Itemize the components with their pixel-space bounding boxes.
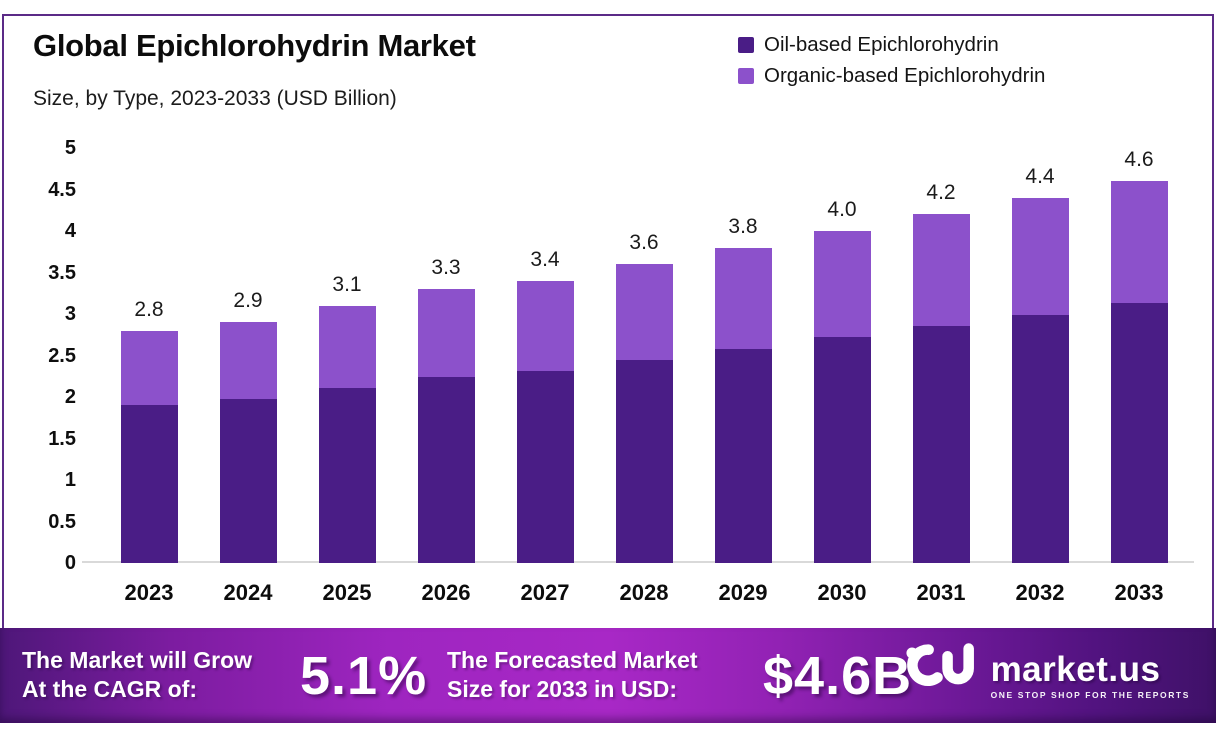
bar-segment-oil-based <box>615 360 673 563</box>
x-axis-tick-label: 2031 <box>916 580 966 605</box>
bar-segment-organic-based <box>219 322 277 399</box>
bar-2024 <box>219 322 277 563</box>
x-axis-tick-label: 2026 <box>421 580 471 605</box>
bar-total-label: 3.1 <box>332 273 362 296</box>
legend-item-oil-based: Oil-based Epichlorohydrin <box>738 33 1045 57</box>
bar-segment-oil-based <box>813 337 871 563</box>
y-axis-tick-label: 3.5 <box>48 261 76 284</box>
bottom-banner: The Market will Grow At the CAGR of: 5.1… <box>0 628 1216 723</box>
bar-2026 <box>417 289 475 563</box>
marketus-logo: market.us ONE STOP SHOP FOR THE REPORTS <box>905 628 1190 723</box>
bar-segment-oil-based <box>912 326 970 563</box>
bar-2029 <box>714 248 772 563</box>
bar-2031 <box>912 214 970 563</box>
bar-segment-organic-based <box>120 331 178 405</box>
bar-2032 <box>1011 198 1069 563</box>
bar-2027 <box>516 281 574 563</box>
y-axis-tick-label: 1 <box>64 469 76 491</box>
x-axis-tick-label: 2027 <box>520 580 570 605</box>
legend-swatch-icon <box>738 68 754 84</box>
x-axis-tick-label: 2030 <box>817 580 867 605</box>
legend: Oil-based Epichlorohydrin Organic-based E… <box>738 33 1045 88</box>
marketus-logo-texts: market.us ONE STOP SHOP FOR THE REPORTS <box>990 649 1190 700</box>
cagr-value: 5.1% <box>300 645 428 706</box>
y-axis-tick-label: 1.5 <box>48 427 76 450</box>
bar-segment-organic-based <box>318 306 376 388</box>
bar-segment-oil-based <box>714 349 772 563</box>
x-axis-tick-label: 2033 <box>1114 580 1164 605</box>
bar-2025 <box>318 306 376 563</box>
y-axis-tick-label: 2 <box>64 386 76 408</box>
y-axis-tick-label: 4.5 <box>48 178 76 201</box>
forecast-label-line2: Size for 2033 in USD: <box>447 676 678 702</box>
bar-segment-organic-based <box>912 214 970 326</box>
y-axis-tick-label: 0.5 <box>48 510 76 533</box>
chart-title: Global Epichlorohydrin Market <box>33 28 476 63</box>
bar-total-label: 3.3 <box>431 256 461 279</box>
bar-segment-oil-based <box>219 399 277 563</box>
bar-segment-oil-based <box>120 405 178 563</box>
bar-segment-organic-based <box>1110 181 1168 303</box>
cagr-label-line2: At the CAGR of: <box>22 676 198 702</box>
bar-total-label: 4.6 <box>1124 148 1154 171</box>
bar-segment-organic-based <box>516 281 574 371</box>
bar-total-label: 4.0 <box>827 198 857 221</box>
bar-segment-organic-based <box>615 264 673 360</box>
bar-total-label: 4.2 <box>926 181 956 204</box>
bar-segment-organic-based <box>1011 198 1069 315</box>
marketus-logo-name: market.us <box>990 649 1161 689</box>
bar-segment-oil-based <box>516 371 574 563</box>
bar-total-label: 4.4 <box>1025 165 1055 188</box>
bar-segment-oil-based <box>417 377 475 563</box>
bar-total-label: 3.6 <box>629 231 659 254</box>
x-axis-tick-label: 2024 <box>223 580 273 605</box>
forecast-value: $4.6B <box>763 645 913 706</box>
y-axis-tick-label: 4 <box>64 220 76 242</box>
bar-segment-oil-based <box>1011 315 1069 563</box>
legend-item-organic-based: Organic-based Epichlorohydrin <box>738 64 1045 88</box>
x-axis-tick-label: 2032 <box>1015 580 1065 605</box>
x-axis-tick-label: 2023 <box>124 580 174 605</box>
bar-total-label: 2.8 <box>134 298 164 321</box>
bar-total-label: 3.4 <box>530 248 560 271</box>
bar-total-label: 3.8 <box>728 215 758 238</box>
y-axis-tick-label: 0 <box>64 552 76 574</box>
bar-2023 <box>120 331 178 563</box>
bar-2028 <box>615 264 673 563</box>
bar-segment-oil-based <box>318 388 376 563</box>
legend-label: Organic-based Epichlorohydrin <box>764 64 1046 87</box>
bar-2030 <box>813 231 871 563</box>
x-axis-tick-label: 2029 <box>718 580 768 605</box>
marketus-logo-tagline: ONE STOP SHOP FOR THE REPORTS <box>990 689 1190 700</box>
forecast-label-line1: The Forecasted Market <box>447 647 698 673</box>
y-axis-tick-label: 2.5 <box>48 344 76 367</box>
bar-segment-organic-based <box>714 248 772 349</box>
legend-label: Oil-based Epichlorohydrin <box>764 33 999 56</box>
bar-segment-organic-based <box>417 289 475 377</box>
forecast-label: The Forecasted Market Size for 2033 in U… <box>447 646 698 704</box>
marketus-logo-icon <box>905 643 979 708</box>
cagr-label-line1: The Market will Grow <box>22 647 253 673</box>
y-axis-tick-label: 3 <box>64 303 76 325</box>
y-axis-tick-label: 5 <box>64 137 76 159</box>
x-axis-tick-label: 2028 <box>619 580 669 605</box>
bar-segment-organic-based <box>813 231 871 337</box>
cagr-label: The Market will Grow At the CAGR of: <box>22 646 252 704</box>
legend-swatch-icon <box>738 37 754 53</box>
chart-subtitle: Size, by Type, 2023-2033 (USD Billion) <box>33 87 397 110</box>
x-axis-tick-label: 2025 <box>322 580 372 605</box>
bar-segment-oil-based <box>1110 303 1168 563</box>
bar-total-label: 2.9 <box>233 289 263 312</box>
bar-2033 <box>1110 181 1168 563</box>
